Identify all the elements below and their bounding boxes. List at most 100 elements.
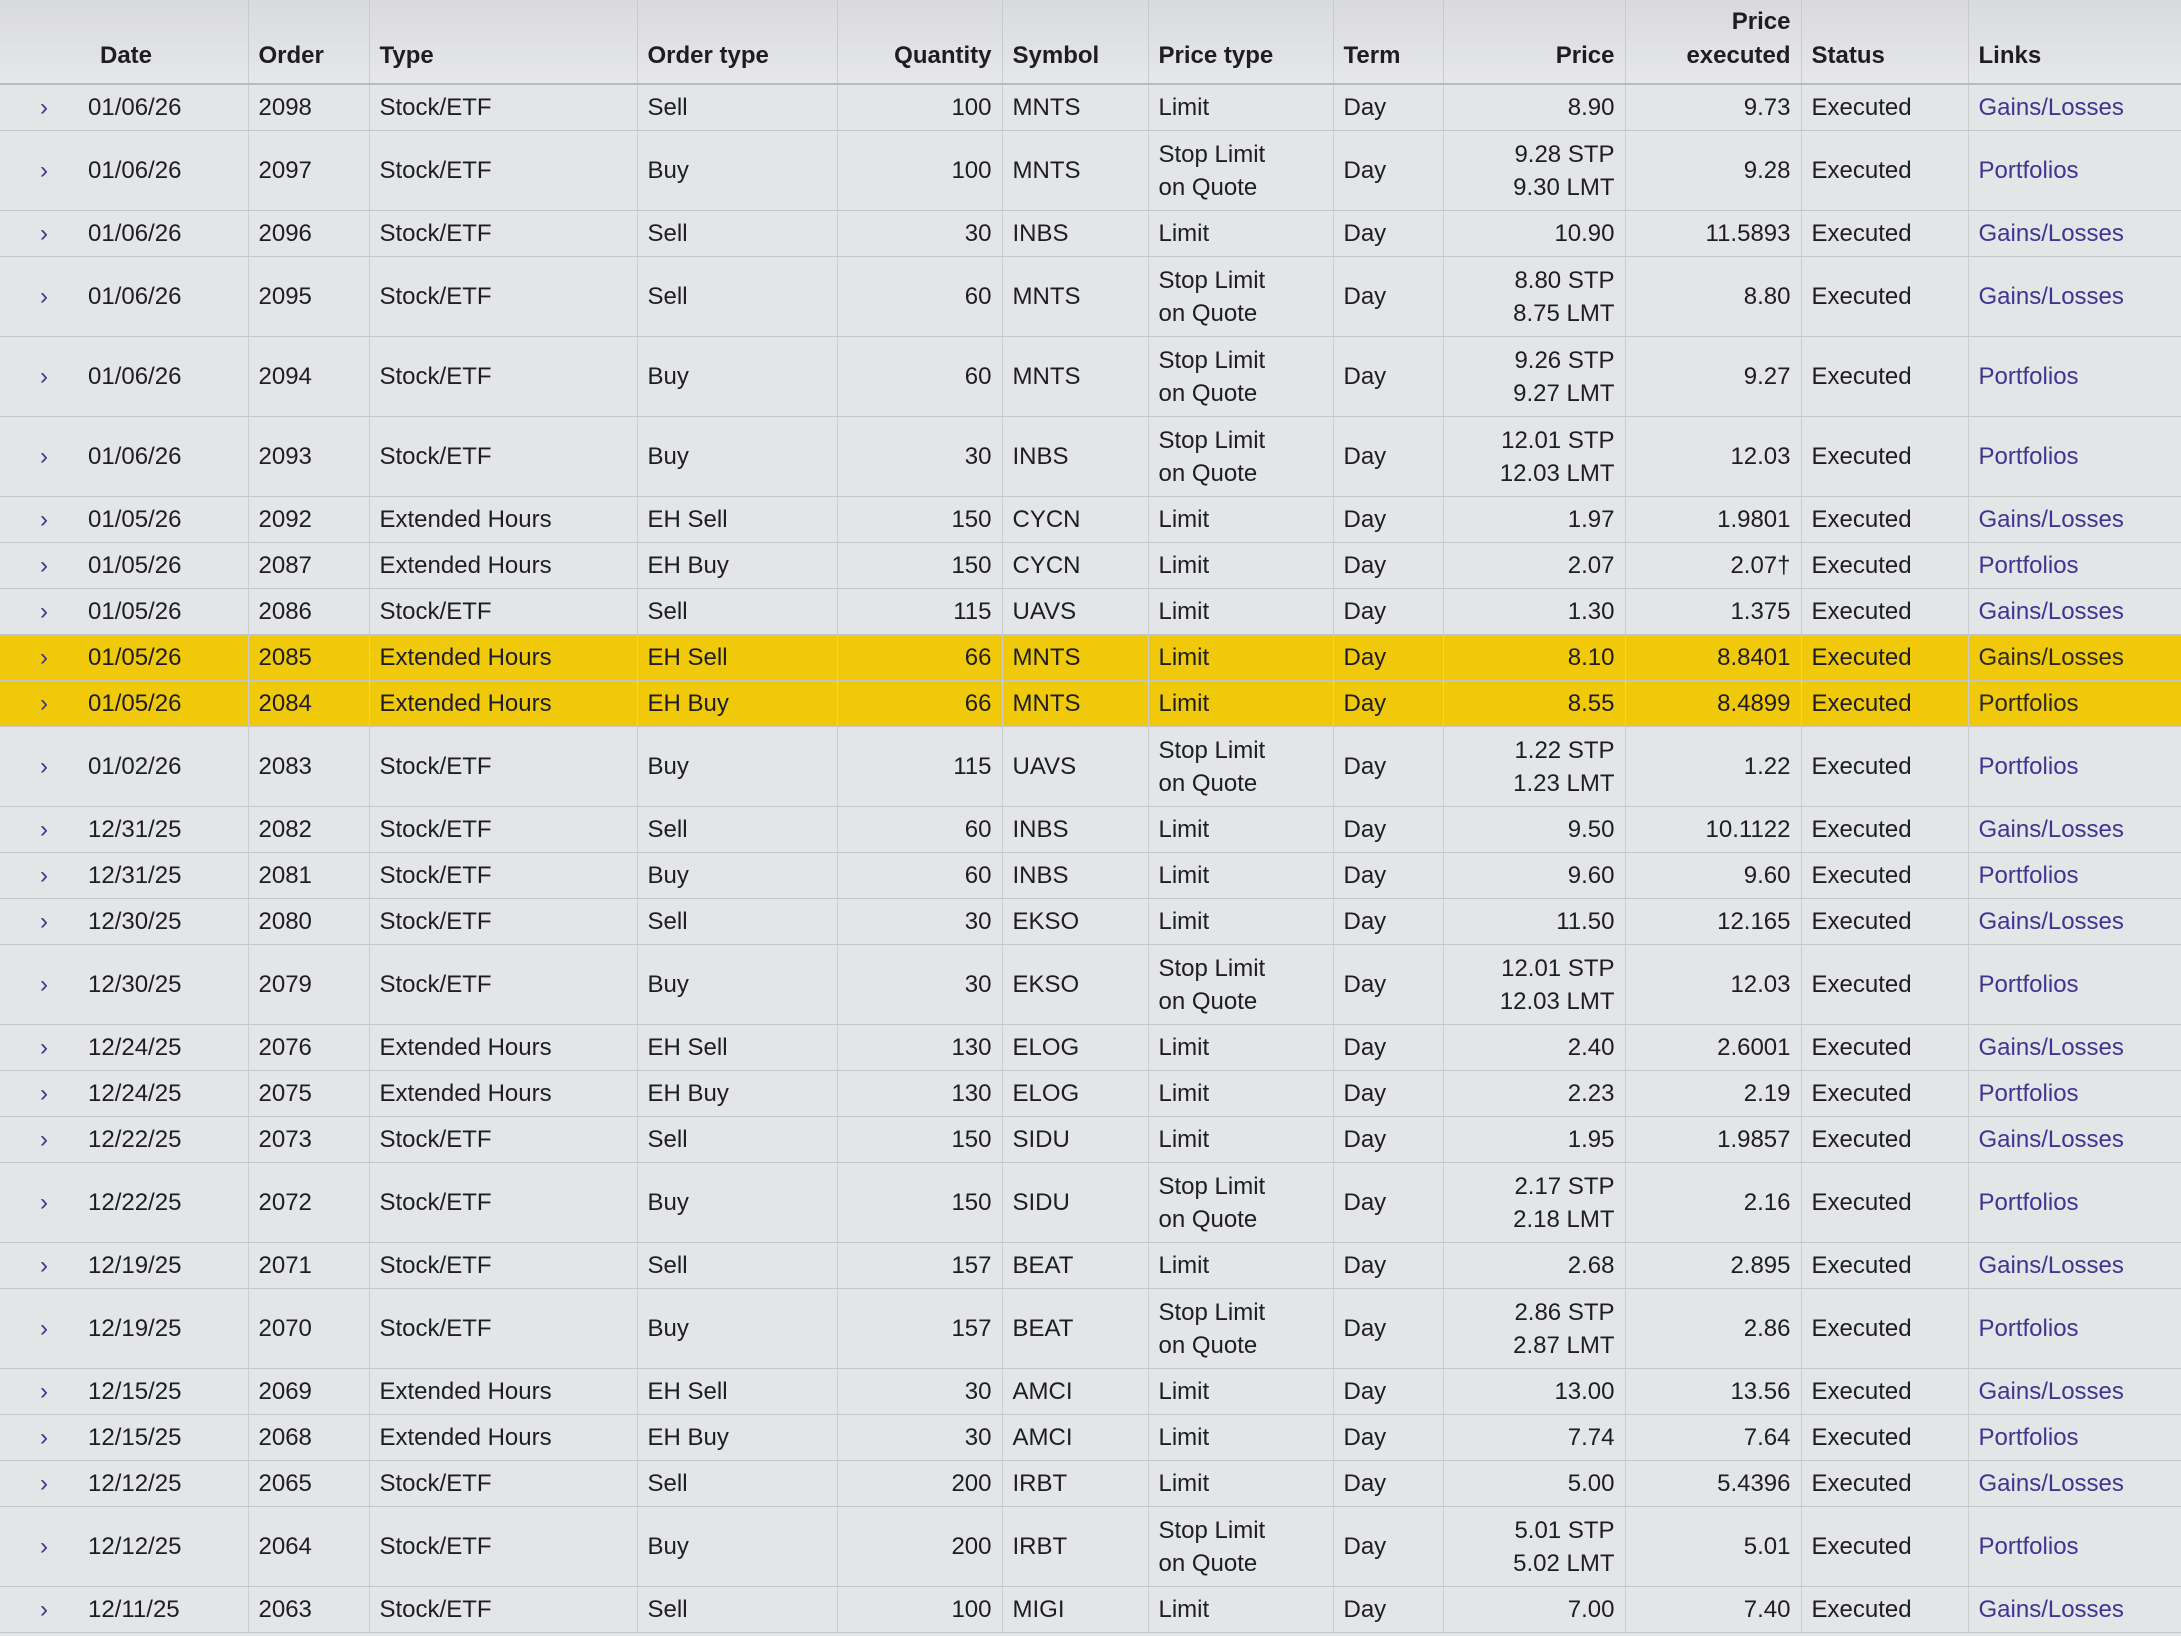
header-symbol[interactable]: Symbol [1002,0,1149,85]
chevron-right-icon[interactable]: › [40,1315,48,1342]
chevron-right-icon[interactable]: › [40,971,48,998]
chevron-right-icon[interactable]: › [40,1596,48,1623]
table-row[interactable]: › 12/12/25 2064 Stock/ETF Buy 200 IRBT Stop Lim… [0,1506,2181,1587]
table-row[interactable]: › 12/24/25 2076 Extended Hours EH Sell 130 ELO… [0,1024,2181,1071]
portfolios-link[interactable]: Portfolios [1978,443,2079,470]
portfolios-link[interactable]: Portfolios [1978,690,2079,717]
chevron-right-icon[interactable]: › [40,1378,48,1405]
portfolios-link[interactable]: Portfolios [1978,1189,2079,1216]
table-row[interactable]: › 12/22/25 2073 Stock/ETF Sell 150 SIDU Limit Da… [0,1116,2181,1163]
chevron-right-icon[interactable]: › [40,1252,48,1279]
chevron-right-icon[interactable]: › [40,157,48,184]
chevron-right-icon[interactable]: › [40,1126,48,1153]
header-term[interactable]: Term [1333,0,1444,85]
quantity-cell: 200 [837,1506,1003,1587]
header-price-executed[interactable]: Price executed [1625,0,1802,85]
header-type[interactable]: Type [369,0,638,85]
chevron-right-icon[interactable]: › [40,1080,48,1107]
date-value: 12/12/25 [88,1470,182,1497]
table-row[interactable]: › 12/19/25 2070 Stock/ETF Buy 157 BEAT Stop Lim… [0,1288,2181,1369]
header-status[interactable]: Status [1801,0,1969,85]
table-row[interactable]: › 01/05/26 2085 Extended Hours EH Sell 66 MNTS… [0,634,2181,681]
table-row[interactable]: › 12/30/25 2079 Stock/ETF Buy 30 EKSO Stop Limi… [0,944,2181,1025]
table-row[interactable]: › 12/22/25 2072 Stock/ETF Buy 150 SIDU Stop Lim… [0,1162,2181,1243]
table-row[interactable]: › 12/31/25 2081 Stock/ETF Buy 60 INBS Limit Day 9… [0,852,2181,899]
table-row[interactable]: › 01/05/26 2086 Stock/ETF Sell 115 UAVS Limit Da… [0,588,2181,635]
gains-losses-link[interactable]: Gains/Losses [1978,220,2124,247]
portfolios-link[interactable]: Portfolios [1978,1424,2079,1451]
table-row[interactable]: › 12/31/25 2082 Stock/ETF Sell 60 INBS Limit Day… [0,806,2181,853]
chevron-right-icon[interactable]: › [40,1470,48,1497]
type-cell: Extended Hours [369,634,638,681]
gains-losses-link[interactable]: Gains/Losses [1978,1470,2124,1497]
gains-losses-link[interactable]: Gains/Losses [1978,1378,2124,1405]
order-cell: 2083 [248,726,370,807]
portfolios-link[interactable]: Portfolios [1978,1080,2079,1107]
gains-losses-link[interactable]: Gains/Losses [1978,908,2124,935]
portfolios-link[interactable]: Portfolios [1978,1315,2079,1342]
gains-losses-link[interactable]: Gains/Losses [1978,506,2124,533]
table-row[interactable]: › 01/06/26 2097 Stock/ETF Buy 100 MNTS Stop Lim… [0,130,2181,211]
table-row[interactable]: › 01/06/26 2094 Stock/ETF Buy 60 MNTS Stop Limi… [0,336,2181,417]
header-order[interactable]: Order [248,0,370,85]
chevron-right-icon[interactable]: › [40,1533,48,1560]
table-row[interactable]: › 01/05/26 2092 Extended Hours EH Sell 150 CYC… [0,496,2181,543]
portfolios-link[interactable]: Portfolios [1978,862,2079,889]
chevron-right-icon[interactable]: › [40,862,48,889]
table-row[interactable]: › 12/15/25 2069 Extended Hours EH Sell 30 AMCI… [0,1368,2181,1415]
order-type-cell: EH Sell [637,496,838,543]
price-executed-cell: 8.80 [1625,256,1802,337]
chevron-right-icon[interactable]: › [40,1424,48,1451]
header-price-type[interactable]: Price type [1148,0,1334,85]
gains-losses-link[interactable]: Gains/Losses [1978,283,2124,310]
chevron-right-icon[interactable]: › [40,690,48,717]
portfolios-link[interactable]: Portfolios [1978,1533,2079,1560]
table-row[interactable]: › 12/12/25 2065 Stock/ETF Sell 200 IRBT Limit Da… [0,1460,2181,1507]
portfolios-link[interactable]: Portfolios [1978,363,2079,390]
chevron-right-icon[interactable]: › [40,506,48,533]
chevron-right-icon[interactable]: › [40,552,48,579]
gains-losses-link[interactable]: Gains/Losses [1978,1596,2124,1623]
table-row[interactable]: › 01/06/26 2096 Stock/ETF Sell 30 INBS Limit Day… [0,210,2181,257]
chevron-right-icon[interactable]: › [40,598,48,625]
gains-losses-link[interactable]: Gains/Losses [1978,1034,2124,1061]
chevron-right-icon[interactable]: › [40,1034,48,1061]
chevron-right-icon[interactable]: › [40,644,48,671]
header-order-type[interactable]: Order type [637,0,838,85]
table-row[interactable]: › 12/11/25 2063 Stock/ETF Sell 100 MIGI Limit Da… [0,1586,2181,1633]
table-row[interactable]: › 01/06/26 2095 Stock/ETF Sell 60 MNTS Stop Lim… [0,256,2181,337]
chevron-right-icon[interactable]: › [40,908,48,935]
chevron-right-icon[interactable]: › [40,443,48,470]
portfolios-link[interactable]: Portfolios [1978,552,2079,579]
table-row[interactable]: › 12/30/25 2080 Stock/ETF Sell 30 EKSO Limit Day… [0,898,2181,945]
gains-losses-link[interactable]: Gains/Losses [1978,816,2124,843]
chevron-right-icon[interactable]: › [40,283,48,310]
table-row[interactable]: › 01/05/26 2084 Extended Hours EH Buy 66 MNTS L… [0,680,2181,727]
header-date[interactable]: Date [0,0,249,85]
header-price[interactable]: Price [1443,0,1626,85]
gains-losses-link[interactable]: Gains/Losses [1978,94,2124,121]
portfolios-link[interactable]: Portfolios [1978,753,2079,780]
gains-losses-link[interactable]: Gains/Losses [1978,1126,2124,1153]
gains-losses-link[interactable]: Gains/Losses [1978,644,2124,671]
table-row[interactable]: › 12/24/25 2075 Extended Hours EH Buy 130 ELOG… [0,1070,2181,1117]
table-row[interactable]: › 01/06/26 2093 Stock/ETF Buy 30 INBS Stop Limi… [0,416,2181,497]
header-quantity[interactable]: Quantity [837,0,1003,85]
chevron-right-icon[interactable]: › [40,1189,48,1216]
gains-losses-link[interactable]: Gains/Losses [1978,1252,2124,1279]
links-cell: Portfolios [1968,336,2181,417]
chevron-right-icon[interactable]: › [40,753,48,780]
portfolios-link[interactable]: Portfolios [1978,971,2079,998]
table-row[interactable]: › 12/15/25 2068 Extended Hours EH Buy 30 AMCI L… [0,1414,2181,1461]
order-type-cell: Sell [637,210,838,257]
chevron-right-icon[interactable]: › [40,816,48,843]
table-row[interactable]: › 01/02/26 2083 Stock/ETF Buy 115 UAVS Stop Lim… [0,726,2181,807]
table-row[interactable]: › 01/05/26 2087 Extended Hours EH Buy 150 CYCN… [0,542,2181,589]
chevron-right-icon[interactable]: › [40,220,48,247]
gains-losses-link[interactable]: Gains/Losses [1978,598,2124,625]
chevron-right-icon[interactable]: › [40,363,48,390]
table-row[interactable]: › 01/06/26 2098 Stock/ETF Sell 100 MNTS Limit Da… [0,84,2181,131]
portfolios-link[interactable]: Portfolios [1978,157,2079,184]
chevron-right-icon[interactable]: › [40,94,48,121]
table-row[interactable]: › 12/19/25 2071 Stock/ETF Sell 157 BEAT Limit Da… [0,1242,2181,1289]
